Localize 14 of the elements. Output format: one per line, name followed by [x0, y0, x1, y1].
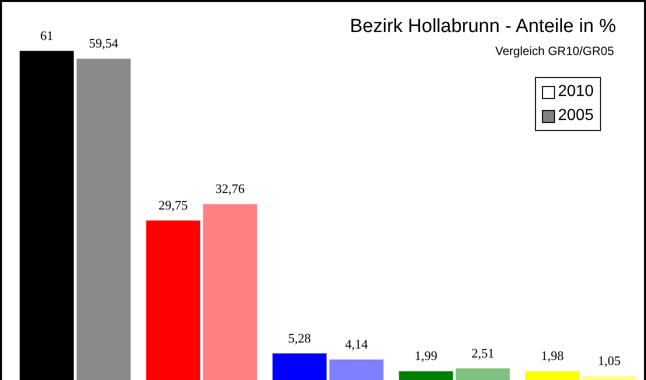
data-label: 2,51: [471, 345, 494, 360]
data-label: 29,75: [158, 197, 188, 212]
chart-subtitle: Vergleich GR10/GR05: [495, 44, 614, 58]
data-label: 1,99: [414, 348, 438, 364]
legend-label: 2010: [558, 83, 594, 101]
data-label: 5,28: [288, 330, 311, 346]
data-label: 59,54: [89, 36, 119, 51]
chart-title: Bezirk Hollabrunn - Anteile in %: [350, 16, 616, 38]
legend-label: 2005: [558, 107, 594, 125]
data-label: 1,98: [540, 348, 564, 364]
data-label: 1,05: [598, 353, 621, 368]
data-label: 4,14: [345, 336, 368, 352]
data-label: 32,76: [215, 181, 246, 196]
data-label: 61: [40, 28, 54, 43]
